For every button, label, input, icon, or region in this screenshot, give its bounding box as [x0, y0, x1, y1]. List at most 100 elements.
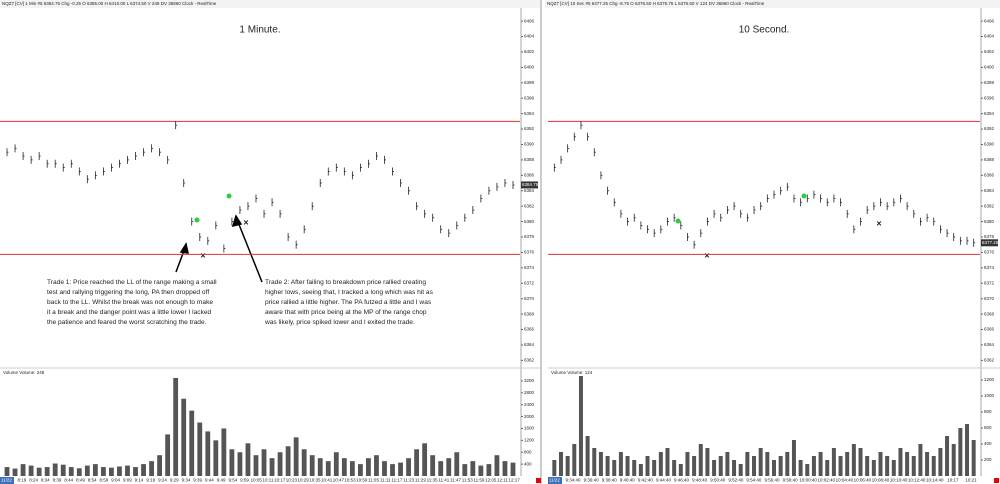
status-square: [536, 478, 541, 483]
annotation-text: the patience and feared the worst scratc…: [47, 319, 207, 326]
volume-bar: [221, 428, 227, 476]
volume-bar: [665, 448, 670, 476]
time-label: 10:12:40: [908, 478, 926, 483]
price-tick-label: 6400: [524, 65, 535, 70]
volume-bar: [341, 458, 347, 476]
volume-bar: [374, 455, 379, 476]
time-label: 11:53: [462, 478, 473, 483]
time-label: 10:21: [965, 478, 977, 483]
volume-bar: [245, 443, 251, 476]
time-label: 10:08:40: [872, 478, 890, 483]
annotation-text: higher lows, seeing that, I tracked a lo…: [265, 289, 434, 296]
svg-text:×: ×: [243, 217, 248, 227]
time-label: 11:11: [380, 478, 391, 483]
volume-bar: [905, 452, 910, 476]
volume-bar: [931, 456, 936, 476]
time-label: 9:56:40: [764, 478, 780, 483]
time-label: 9:42:40: [638, 478, 654, 483]
time-label: 10:00:40: [799, 478, 817, 483]
volume-bar: [36, 467, 42, 476]
price-tick-label: 6384: [524, 188, 535, 193]
date-label: 11/22: [1, 478, 12, 483]
time-label: 9:29: [170, 478, 179, 483]
time-label: 9:36:40: [584, 478, 600, 483]
volume-label: Volume Volume: 248: [3, 370, 45, 375]
volume-bar: [565, 456, 570, 476]
time-label: 8:24: [29, 478, 38, 483]
volume-tick-label: 400: [524, 461, 532, 466]
volume-bar: [205, 431, 211, 476]
price-tick-label: 6380: [984, 219, 995, 224]
volume-bar: [898, 448, 903, 476]
volume-bar: [645, 456, 650, 476]
price-tick-label: 6380: [524, 219, 535, 224]
price-tick-label: 6372: [984, 280, 995, 285]
price-tick-label: 6392: [524, 126, 535, 131]
price-tick-label: 6362: [524, 358, 535, 363]
price-tick-label: 6404: [984, 34, 995, 39]
price-tick-label: 6390: [524, 142, 535, 147]
volume-bar: [698, 444, 703, 476]
volume-bar: [125, 465, 130, 476]
time-label: 9:58:40: [783, 478, 799, 483]
price-tick-label: 6400: [984, 65, 995, 70]
date-box: [0, 477, 14, 484]
volume-bar: [261, 449, 267, 476]
volume-bar: [189, 410, 195, 476]
price-tick-label: 6382: [984, 203, 995, 208]
volume-bar: [965, 424, 970, 476]
time-label: 10:41: [321, 478, 333, 483]
time-label: 11:29: [415, 478, 426, 483]
price-tick-label: 6376: [984, 250, 995, 255]
time-label: 10:59: [356, 478, 368, 483]
volume-bar: [117, 466, 122, 476]
volume-tick-label: 1000: [984, 393, 995, 398]
time-label: 10:02:40: [817, 478, 835, 483]
volume-tick-label: 3200: [524, 378, 535, 383]
volume-bar: [911, 456, 916, 476]
time-label: 8:54: [88, 478, 97, 483]
price-tick-label: 6370: [524, 296, 535, 301]
time-label: 9:49: [217, 478, 226, 483]
volume-tick-label: 800: [984, 409, 992, 414]
price-tick-label: 6372: [524, 280, 535, 285]
volume-bar: [798, 460, 803, 476]
price-tick-label: 6382: [524, 203, 535, 208]
price-tick-label: 6374: [524, 265, 535, 270]
volume-bar: [76, 468, 82, 476]
panel-header: NQZ7 [CV] 10 Sec #5 6377.25 Chg -8.75 O …: [547, 1, 765, 6]
annotation-text: price rallied a little higher. The PA fu…: [265, 299, 432, 306]
last-price: 6377.25: [982, 240, 999, 245]
annotation-arrows: [175, 214, 263, 283]
price-tick-label: 6392: [984, 126, 995, 131]
price-tick-label: 6374: [984, 265, 995, 270]
volume-bar: [100, 467, 106, 476]
time-label: 9:04: [111, 478, 120, 483]
volume-bar: [831, 448, 836, 476]
time-label: 12:17: [509, 478, 521, 483]
price-tick-label: 6386: [524, 173, 535, 178]
price-tick-label: 6396: [524, 95, 535, 100]
time-label: 11:59: [474, 478, 485, 483]
volume-tick-label: 2800: [524, 390, 535, 395]
volume-bar: [277, 452, 283, 476]
volume-bar: [253, 455, 259, 476]
annotation-text: was likely, price spiked lower and I exi…: [264, 319, 415, 326]
time-label: 10:10:40: [890, 478, 908, 483]
price-tick-label: 6368: [984, 311, 995, 316]
time-label: 12:05: [485, 478, 497, 483]
time-label: 9:54: [228, 478, 237, 483]
volume-label: Volume Volume: 124: [551, 370, 593, 375]
price-tick-label: 6406: [984, 18, 995, 23]
volume-bar: [592, 448, 597, 476]
time-label: 10:53: [344, 478, 356, 483]
volume-bar: [197, 422, 203, 476]
volume-bar: [414, 449, 420, 476]
volume-bar: [382, 461, 387, 476]
date-box: [548, 477, 562, 484]
volume-tick-label: 400: [984, 441, 992, 446]
volume-bar: [141, 464, 146, 476]
volume-bar: [558, 452, 563, 476]
time-label: 9:09: [123, 478, 132, 483]
